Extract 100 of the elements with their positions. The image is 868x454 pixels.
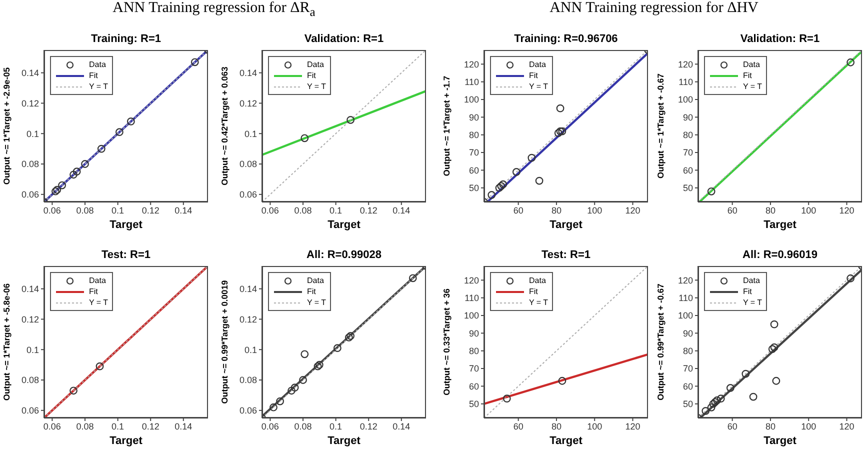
y-tick-label: 0.1: [244, 344, 257, 355]
point: [52, 187, 60, 196]
point: [488, 190, 496, 199]
x-tick-label: 0.08: [294, 421, 312, 432]
x-tick-label: 0.08: [76, 421, 94, 432]
y-tick-label: 60: [682, 381, 693, 392]
y-tick-label: 0.06: [239, 190, 257, 200]
y-tick-label: 60: [468, 165, 479, 176]
point: [497, 182, 506, 190]
x-axis-title: Target: [548, 219, 584, 232]
x-tick-label: 120: [839, 421, 854, 432]
x-tick-label: 0.08: [294, 205, 312, 216]
y-tick-label: 90: [682, 328, 693, 338]
point: [726, 384, 734, 392]
y-tick-label: 120: [464, 275, 479, 286]
chart-title: Validation: R=1: [739, 33, 821, 45]
y-axis-title: Output ~= 1*Target + -0.67: [656, 74, 666, 178]
point: [276, 397, 284, 406]
y-axis-title: Output ~= 0.99*Target + -0.67: [656, 284, 666, 400]
y-axis-title: Output ~= 1*Target + -5.8e-06: [2, 283, 12, 401]
x-tick-label: 0.1: [330, 421, 342, 432]
y-tick-label: 70: [468, 364, 479, 374]
point: [556, 127, 564, 136]
y-tick-label: 70: [682, 364, 693, 374]
point: [558, 127, 566, 136]
point: [499, 180, 508, 188]
text: ANN Training regression for ΔR$_{a}$: [112, 0, 316, 20]
point: [126, 117, 135, 126]
y-tick-label: 0.1: [26, 128, 39, 139]
legend-label: Fit: [307, 71, 316, 80]
y-tick-label: 70: [468, 148, 479, 158]
y-tick-label: 120: [678, 59, 693, 70]
x-tick-label: 60: [513, 421, 524, 432]
x-axis-title: Target: [762, 219, 798, 232]
x-tick-label: 0.1: [330, 205, 342, 216]
point: [97, 144, 106, 153]
point: [408, 274, 417, 282]
point: [58, 181, 66, 190]
legend-label: Y = T: [89, 298, 108, 307]
point: [846, 274, 855, 282]
legend-label: Fit: [743, 287, 752, 296]
y-tick-label: 0.14: [21, 68, 39, 78]
y-tick-label: 0.06: [21, 190, 39, 200]
x-axis-title: Target: [108, 435, 144, 448]
y-tick-label: 0.08: [21, 375, 39, 386]
point: [53, 186, 62, 194]
legend-label: Y = T: [743, 82, 762, 91]
point: [772, 376, 780, 385]
point: [713, 396, 722, 404]
y-tick-label: 0.1: [244, 128, 257, 139]
y-tick-label: 0.14: [239, 68, 257, 78]
x-tick-label: 120: [839, 205, 854, 216]
point: [535, 176, 544, 185]
legend-label: Fit: [307, 287, 316, 296]
legend-label: Fit: [89, 71, 98, 80]
y-tick-label: 50: [682, 399, 693, 410]
x-tick-label: 100: [801, 205, 816, 216]
y-tick-label: 80: [682, 346, 693, 356]
chart-title: Test: R=1: [100, 249, 152, 261]
y-axis-title: Output ~= 1*Target + -2.9e-05: [2, 67, 12, 185]
legend-label: Data: [529, 276, 546, 285]
y-tick-label: 0.12: [21, 98, 39, 108]
y-tick-label: 80: [682, 130, 693, 140]
chart-title: All: R=0.96019: [742, 249, 818, 261]
x-tick-label: 0.12: [142, 205, 160, 216]
chart-title: Training: R=1: [90, 33, 162, 45]
x-tick-label: 80: [765, 205, 776, 216]
legend-label: Y = T: [307, 82, 326, 91]
point: [190, 58, 199, 66]
x-tick-label: 60: [727, 421, 738, 432]
x-tick-label: 80: [551, 421, 562, 432]
y-tick-label: 90: [468, 328, 479, 338]
legend-label: Data: [743, 60, 760, 69]
chart-title: Training: R=0.96706: [513, 33, 619, 45]
y-tick-label: 70: [682, 148, 693, 158]
point: [81, 160, 89, 168]
x-axis-title: Target: [548, 435, 584, 448]
legend-label: Data: [89, 60, 106, 69]
legend-label: Data: [307, 276, 324, 285]
legend-label: Data: [743, 276, 760, 285]
x-tick-label: 0.1: [112, 205, 124, 216]
point: [115, 128, 124, 136]
y-axis-title: Output ~= 0.42*Target + 0.063: [220, 66, 230, 186]
y-tick-label: 0.08: [21, 159, 39, 170]
y-tick-label: 0.14: [21, 284, 39, 294]
legend-label: Y = T: [743, 298, 762, 307]
point: [528, 154, 536, 162]
legend-label: Data: [529, 60, 546, 69]
x-tick-label: 0.14: [174, 205, 192, 216]
y-tick-label: 0.08: [239, 375, 257, 386]
y-tick-label: 0.06: [21, 406, 39, 416]
y-tick-label: 80: [468, 130, 479, 140]
point: [288, 386, 296, 395]
x-tick-label: 60: [513, 205, 524, 216]
legend-label: Data: [89, 276, 106, 285]
y-tick-label: 0.12: [239, 98, 257, 108]
y-tick-label: 60: [468, 381, 479, 392]
legend-label: Y = T: [529, 298, 548, 307]
point: [554, 129, 562, 138]
point: [512, 168, 520, 176]
